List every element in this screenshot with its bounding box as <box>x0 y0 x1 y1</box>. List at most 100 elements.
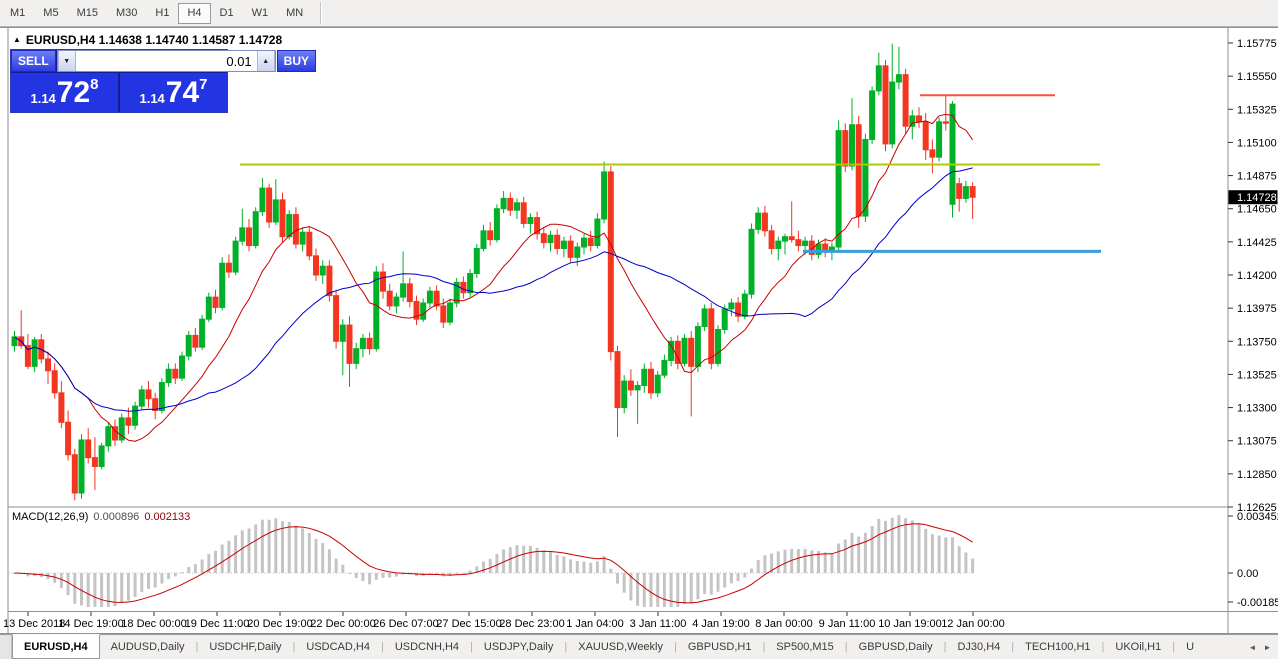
macd-bar <box>602 556 606 573</box>
candle <box>728 302 735 310</box>
macd-bar <box>877 518 881 573</box>
candle <box>862 138 869 217</box>
tab-sp500-m15[interactable]: SP500,M15 <box>776 641 834 653</box>
macd-bar <box>736 573 740 582</box>
candle <box>527 217 534 224</box>
collapse-triangle-icon[interactable]: ▲ <box>13 34 21 44</box>
macd-bar <box>200 559 204 573</box>
macd-bar <box>562 556 566 573</box>
timeframe-button-h1[interactable]: H1 <box>146 3 178 24</box>
macd-bar <box>924 528 928 573</box>
price-axis-label: 1.13300 <box>1237 403 1277 415</box>
tab-usdcnh-h4[interactable]: USDCNH,H4 <box>394 641 460 653</box>
candle <box>453 281 460 304</box>
candle <box>969 186 976 198</box>
macd-bar <box>502 549 506 573</box>
chart-frame <box>0 27 1278 634</box>
timeframe-button-h4[interactable]: H4 <box>178 2 211 24</box>
time-axis-labels <box>27 612 974 616</box>
tab-scroll-right-icon[interactable]: ► <box>1263 642 1272 652</box>
candle <box>909 115 916 127</box>
tab-tech100-h1[interactable]: TECH100,H1 <box>1025 641 1091 653</box>
tab-usdchf-daily[interactable]: USDCHF,Daily <box>209 641 282 653</box>
tab-separator: | <box>380 641 384 653</box>
macd-plot-area[interactable] <box>8 509 1228 611</box>
candle <box>299 231 306 245</box>
tab-eurusd-h4[interactable]: EURUSD,H4 <box>12 634 100 659</box>
candle <box>601 171 608 220</box>
timeframe-button-d1[interactable]: D1 <box>211 3 243 24</box>
sell-price-pip: 8 <box>90 76 99 93</box>
candle <box>849 124 855 167</box>
candle <box>158 382 165 412</box>
candle <box>775 240 782 249</box>
candle <box>118 417 125 441</box>
tab-audusd-daily[interactable]: AUDUSD,Daily <box>110 641 185 653</box>
tab-gbpusd-daily[interactable]: GBPUSD,Daily <box>858 641 933 653</box>
macd-bar <box>890 517 894 573</box>
tab-gbpusd-h1[interactable]: GBPUSD,H1 <box>687 641 752 653</box>
macd-bar <box>415 573 418 577</box>
timeframe-button-m15[interactable]: M15 <box>68 3 107 24</box>
tab-separator: | <box>195 641 199 653</box>
candle <box>855 124 862 217</box>
volume-input[interactable] <box>75 51 257 71</box>
candle <box>587 237 594 247</box>
candle <box>279 199 286 238</box>
buy-price-display[interactable]: 1.14 74 7 <box>120 73 227 112</box>
candle <box>500 197 507 210</box>
time-axis-label: 9 Jan 11:00 <box>819 618 876 630</box>
tab-usdcad-h4[interactable]: USDCAD,H4 <box>306 641 370 653</box>
macd-signal-value: 0.002133 <box>144 511 191 523</box>
tab-separator: | <box>470 641 473 653</box>
macd-bar <box>327 549 331 573</box>
buy-button[interactable]: BUY <box>276 50 317 72</box>
volume-decrease-button[interactable]: ▼ <box>57 51 76 71</box>
timeframe-button-m30[interactable]: M30 <box>107 3 146 24</box>
macd-bar <box>843 539 847 573</box>
ma-slow-line <box>14 167 973 412</box>
macd-bar <box>160 573 164 584</box>
macd-bar <box>113 573 117 607</box>
macd-bar <box>220 544 224 573</box>
volume-increase-button[interactable]: ▲ <box>256 51 275 71</box>
tab-ukoil-h1[interactable]: UKOil,H1 <box>1115 641 1162 653</box>
time-axis-label: 3 Jan 11:00 <box>630 618 687 630</box>
tab-separator: | <box>844 641 848 653</box>
candle <box>882 65 889 145</box>
candle <box>138 389 145 407</box>
tab-dj30-h4[interactable]: DJ30,H4 <box>957 641 1001 653</box>
timeframe-button-m5[interactable]: M5 <box>34 3 67 24</box>
candle <box>333 295 340 342</box>
sell-price-display[interactable]: 1.14 72 8 <box>11 73 118 112</box>
candle <box>319 265 326 276</box>
macd-bar <box>26 573 30 577</box>
macd-bar <box>234 535 238 573</box>
timeframe-button-m1[interactable]: M1 <box>1 3 34 24</box>
timeframe-button-w1[interactable]: W1 <box>243 3 278 24</box>
macd-bar <box>689 573 693 604</box>
tab-xauusd-weekly[interactable]: XAUUSD,Weekly <box>578 641 663 653</box>
macd-bar <box>863 532 867 573</box>
macd-bar <box>73 573 77 604</box>
macd-axis-label: -0.001851 <box>1237 597 1278 609</box>
candle <box>567 240 574 258</box>
macd-bar <box>676 573 680 607</box>
candle <box>460 281 467 294</box>
candle <box>420 302 427 320</box>
tab-u[interactable]: U <box>1186 641 1195 653</box>
candle <box>507 197 514 211</box>
timeframe-button-mn[interactable]: MN <box>277 3 312 24</box>
macd-bar <box>683 573 686 605</box>
candle <box>212 296 219 308</box>
tab-scroll-left-icon[interactable]: ◄ <box>1248 642 1257 652</box>
price-axis-label: 1.12625 <box>1237 502 1277 514</box>
tab-separator: | <box>564 641 568 653</box>
sell-button[interactable]: SELL <box>11 50 56 72</box>
tab-usdjpy-daily[interactable]: USDJPY,Daily <box>483 641 554 653</box>
macd-bar <box>133 573 137 597</box>
candle <box>936 121 943 158</box>
macd-bar <box>281 521 284 573</box>
candle <box>594 218 601 247</box>
